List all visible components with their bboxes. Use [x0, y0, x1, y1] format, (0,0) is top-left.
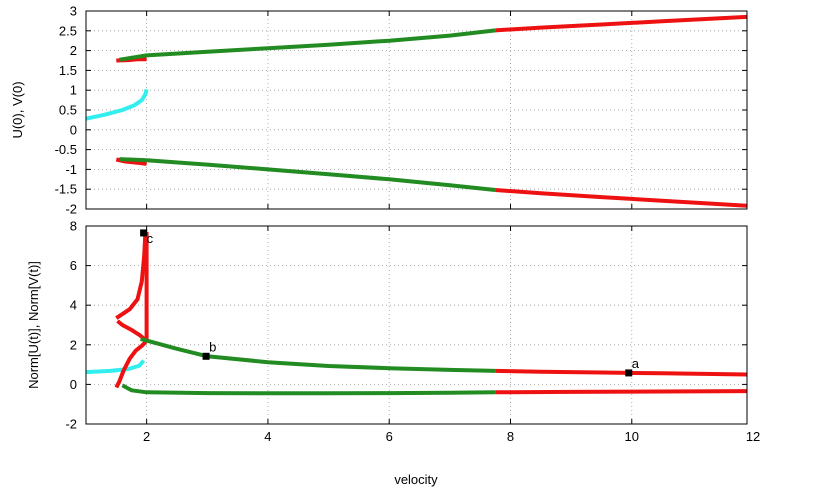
series-line-green — [121, 383, 496, 396]
point-label-c: c — [147, 231, 154, 246]
series-line-red — [495, 368, 747, 377]
x-tick-label: 12 — [746, 429, 760, 444]
y-tick-label: 0.5 — [59, 103, 77, 118]
point-label-b: b — [209, 339, 216, 354]
y-tick-label: 0 — [70, 377, 77, 392]
x-axis-label: velocity — [394, 472, 438, 487]
series-line-cyan — [86, 359, 146, 375]
series-line-red — [495, 389, 747, 395]
plot-frame — [85, 10, 748, 210]
point-label-a: a — [632, 356, 640, 371]
y-tick-label: 1.5 — [59, 63, 77, 78]
y-tick-label: -1.5 — [55, 182, 77, 197]
y-tick-label: 4 — [70, 298, 77, 313]
series-line-red — [115, 231, 148, 320]
y-tick-label: -2 — [65, 417, 77, 432]
series-line-green — [119, 157, 496, 192]
x-tick-label: 2 — [143, 429, 150, 444]
y-tick-label: 3 — [70, 4, 77, 19]
series-line-green — [140, 336, 496, 373]
series-group — [86, 14, 747, 208]
series-group — [86, 231, 747, 396]
bottom-panel: 2 4 6 8 10 12 -2 0 2 4 6 8 a b c Norm[U(t)], Norm[V(t)] — [26, 219, 760, 445]
y-tick-label: 6 — [70, 258, 77, 273]
y-tick-label: -0.5 — [55, 142, 77, 157]
y-tick-label: 0 — [70, 122, 77, 137]
x-tick-label: 10 — [625, 429, 639, 444]
y-axis-label: U(0), V(0) — [10, 81, 25, 138]
y-tick-label: 2 — [70, 337, 77, 352]
point-marker-a — [625, 369, 633, 377]
series-line-green — [119, 28, 496, 62]
y-axis-label: Norm[U(t)], Norm[V(t)] — [26, 261, 41, 389]
x-tick-label: 4 — [264, 429, 271, 444]
series-line-red — [495, 188, 747, 208]
series-line-red — [495, 14, 747, 33]
x-tick-label: 6 — [386, 429, 393, 444]
point-marker-c — [140, 229, 148, 237]
x-tick-label: 8 — [507, 429, 514, 444]
y-tick-label: -1 — [65, 162, 77, 177]
y-tick-label: 1 — [70, 83, 77, 98]
y-tick-label: 8 — [70, 219, 77, 234]
point-marker-b — [202, 352, 210, 360]
y-tick-label: 2.5 — [59, 23, 77, 38]
series-line-cyan — [86, 88, 149, 121]
plot-frame — [85, 225, 748, 425]
top-panel: -2 -1.5 -1 -0.5 0 0.5 1 1.5 2 2.5 3 U(0), V(0) — [10, 4, 748, 217]
y-tick-label: -2 — [65, 202, 77, 217]
series-line-red — [116, 319, 146, 341]
y-tick-label: 2 — [70, 43, 77, 58]
